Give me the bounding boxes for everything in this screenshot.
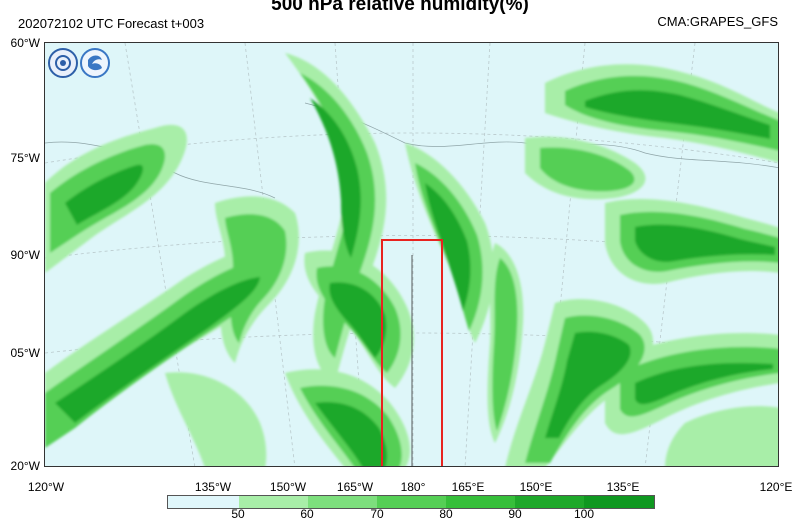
colorbar-tick-label: 50 — [231, 507, 245, 521]
colorbar-swatch — [446, 496, 515, 508]
humidity-contours — [45, 53, 778, 466]
humidity-map — [44, 42, 779, 467]
colorbar-swatch — [308, 496, 377, 508]
lat-label: 20°W — [10, 459, 40, 473]
region-highlight-box — [381, 239, 443, 466]
colorbar-tick-label: 60 — [300, 507, 314, 521]
lat-label: 90°W — [10, 248, 40, 262]
lon-label: 150°E — [519, 480, 553, 494]
colorbar-swatch — [584, 496, 654, 508]
colorbar-swatch — [168, 496, 239, 508]
lon-label: 120°E — [759, 480, 793, 494]
nmc-logo-icon — [80, 48, 110, 78]
lat-label: 60°W — [10, 36, 40, 50]
forecast-time-label: 202072102 UTC Forecast t+003 — [18, 16, 205, 31]
chart-title: 500 hPa relative humidity(%) — [271, 0, 529, 15]
lat-label: 05°W — [10, 346, 40, 360]
lon-label: 180° — [400, 480, 426, 494]
lon-label: 165°E — [451, 480, 485, 494]
colorbar-swatch — [377, 496, 446, 508]
colorbar-tick-label: 90 — [508, 507, 522, 521]
cma-logo-icon — [48, 48, 78, 78]
lon-label: 120°W — [27, 480, 65, 494]
lon-label: 165°W — [336, 480, 374, 494]
humidity-colorbar — [167, 495, 655, 509]
colorbar-swatch — [515, 496, 584, 508]
colorbar-tick-label: 100 — [573, 507, 595, 521]
colorbar-tick-label: 70 — [370, 507, 384, 521]
humidity-map-graphic — [45, 43, 778, 466]
lon-label: 135°W — [194, 480, 232, 494]
model-source-label: CMA:GRAPES_GFS — [657, 14, 778, 29]
colorbar-swatch — [239, 496, 308, 508]
lat-label: 75°W — [10, 151, 40, 165]
colorbar-tick-label: 80 — [439, 507, 453, 521]
lon-label: 150°W — [269, 480, 307, 494]
lon-label: 135°E — [606, 480, 640, 494]
